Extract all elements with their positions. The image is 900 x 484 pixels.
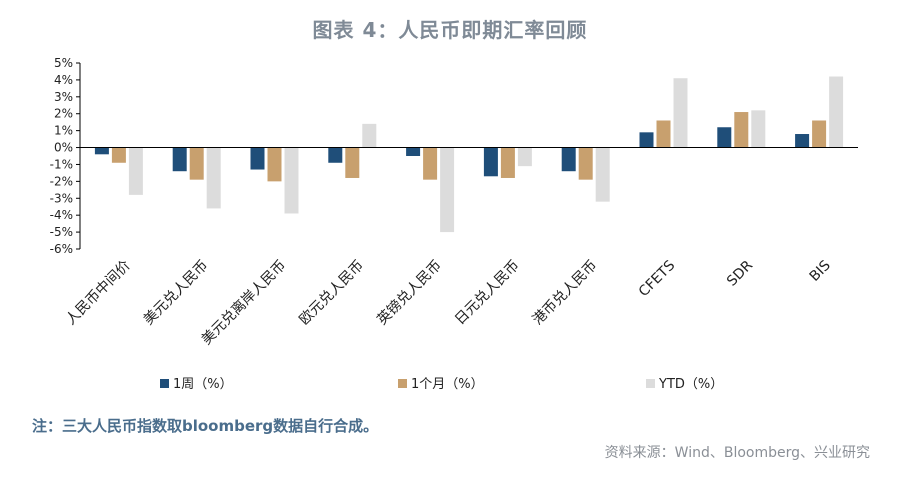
bar [561, 147, 576, 172]
source-text: 资料来源：Wind、Bloomberg、兴业研究 [604, 445, 870, 461]
bar [423, 147, 438, 180]
x-tick-label: 英镑兑人民币 [374, 257, 445, 328]
y-tick-label: 4% [54, 73, 73, 87]
bar [812, 120, 827, 148]
y-tick-label: -5% [50, 225, 73, 239]
y-tick-label: 2% [54, 107, 73, 121]
chart-title: 图表 4：人民币即期汇率回顾 [312, 18, 588, 42]
bar [751, 110, 766, 148]
y-tick-label: -1% [50, 157, 73, 171]
y-tick-label: 0% [54, 141, 73, 155]
bar [267, 147, 282, 182]
legend-label: 1个月（%） [411, 377, 484, 392]
bar [111, 147, 126, 163]
legend-swatch [398, 379, 407, 388]
footnote: 注：三大人民币指数取bloomberg数据自行合成。 [32, 417, 379, 435]
bar [595, 147, 610, 202]
legend-label: YTD（%） [658, 377, 723, 392]
bar [829, 76, 844, 148]
bar [94, 147, 109, 155]
bar [734, 112, 749, 148]
bar [517, 147, 532, 167]
x-tick-label: 欧元兑人民币 [296, 258, 367, 329]
bar [406, 147, 421, 156]
bar [440, 147, 455, 233]
x-tick-label: 美元兑离岸人民币 [198, 257, 289, 348]
y-tick-label: -3% [50, 191, 73, 205]
legend-swatch [646, 379, 655, 388]
bar [578, 147, 593, 180]
x-tick-label: 人民币中间价 [63, 258, 134, 329]
y-axis: -6% -5% -4% -3% -2% -1% 0% 1% 2% 3% 4% 5% [50, 56, 81, 256]
bar [639, 132, 654, 148]
y-tick-label: 1% [54, 124, 73, 138]
bar [656, 120, 671, 148]
y-tick-label: -2% [50, 174, 73, 188]
x-tick-label: 日元兑人民币 [452, 258, 523, 329]
legend: 1周（%） 1个月（%） YTD（%） [160, 377, 723, 392]
x-tick-label: BIS [807, 257, 834, 284]
bar [795, 134, 810, 148]
y-tick-label: -6% [50, 242, 73, 256]
bar [673, 78, 688, 148]
bars [94, 76, 844, 233]
bar [362, 123, 377, 148]
y-tick-label: 3% [54, 90, 73, 104]
legend-swatch [160, 379, 169, 388]
bar [284, 147, 299, 214]
x-tick-label: 港币兑人民币 [530, 258, 601, 329]
x-tick-label: CFETS [636, 257, 679, 300]
bar [250, 147, 265, 170]
bar [328, 147, 343, 163]
bar [128, 147, 143, 195]
bar [189, 147, 204, 180]
y-tick-label: 5% [54, 56, 73, 70]
bar [717, 127, 732, 148]
bar [500, 147, 515, 178]
bar [345, 147, 360, 178]
legend-label: 1周（%） [173, 377, 233, 392]
bar [206, 147, 221, 209]
bar [172, 147, 187, 172]
x-tick-label: 美元兑人民币 [141, 258, 212, 329]
y-tick-label: -4% [50, 208, 73, 222]
bar [483, 147, 498, 177]
x-tick-label: SDR [724, 257, 756, 289]
